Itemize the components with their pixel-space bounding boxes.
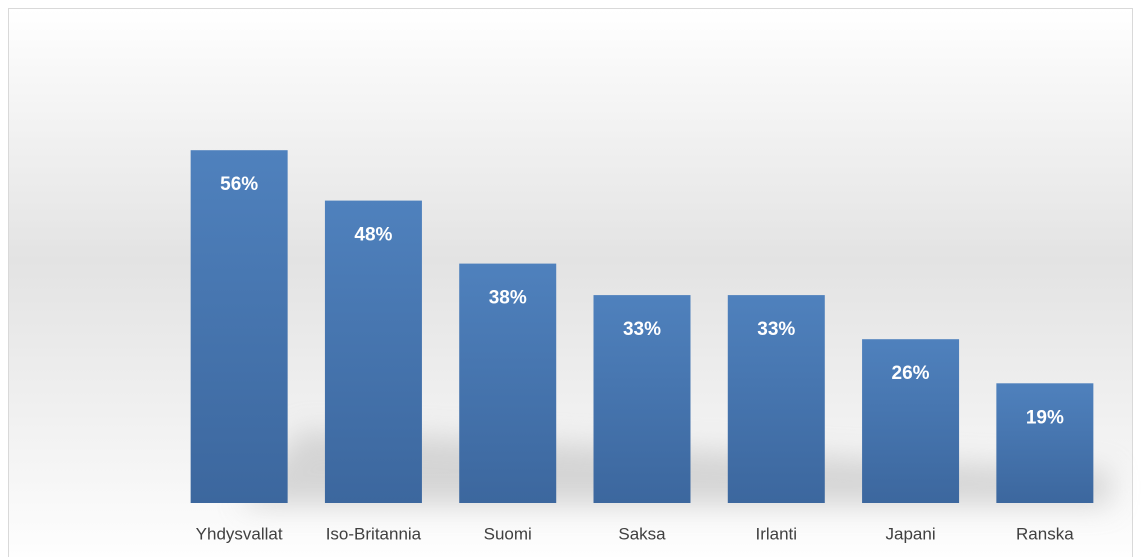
bar xyxy=(727,295,825,503)
x-tick-label: Suomi xyxy=(484,524,532,543)
value-label: 19% xyxy=(1026,407,1064,428)
bar xyxy=(190,150,288,503)
value-label: 38% xyxy=(489,288,527,309)
x-tick-label: Ranska xyxy=(1016,524,1074,543)
bar xyxy=(862,339,960,503)
x-tick-label: Yhdysvallat xyxy=(196,524,283,543)
x-tick-label: Saksa xyxy=(618,524,666,543)
value-label: 26% xyxy=(892,363,930,384)
x-tick-label: Japani xyxy=(886,524,936,543)
value-label: 56% xyxy=(220,174,258,195)
value-label: 48% xyxy=(354,225,392,246)
x-tick-label: Iso-Britannia xyxy=(326,524,422,543)
bar xyxy=(593,295,691,503)
bar xyxy=(459,263,557,503)
value-label: 33% xyxy=(757,319,795,340)
bar xyxy=(324,200,422,503)
x-tick-label: Irlanti xyxy=(755,524,797,543)
value-label: 33% xyxy=(623,319,661,340)
bar xyxy=(996,383,1094,503)
